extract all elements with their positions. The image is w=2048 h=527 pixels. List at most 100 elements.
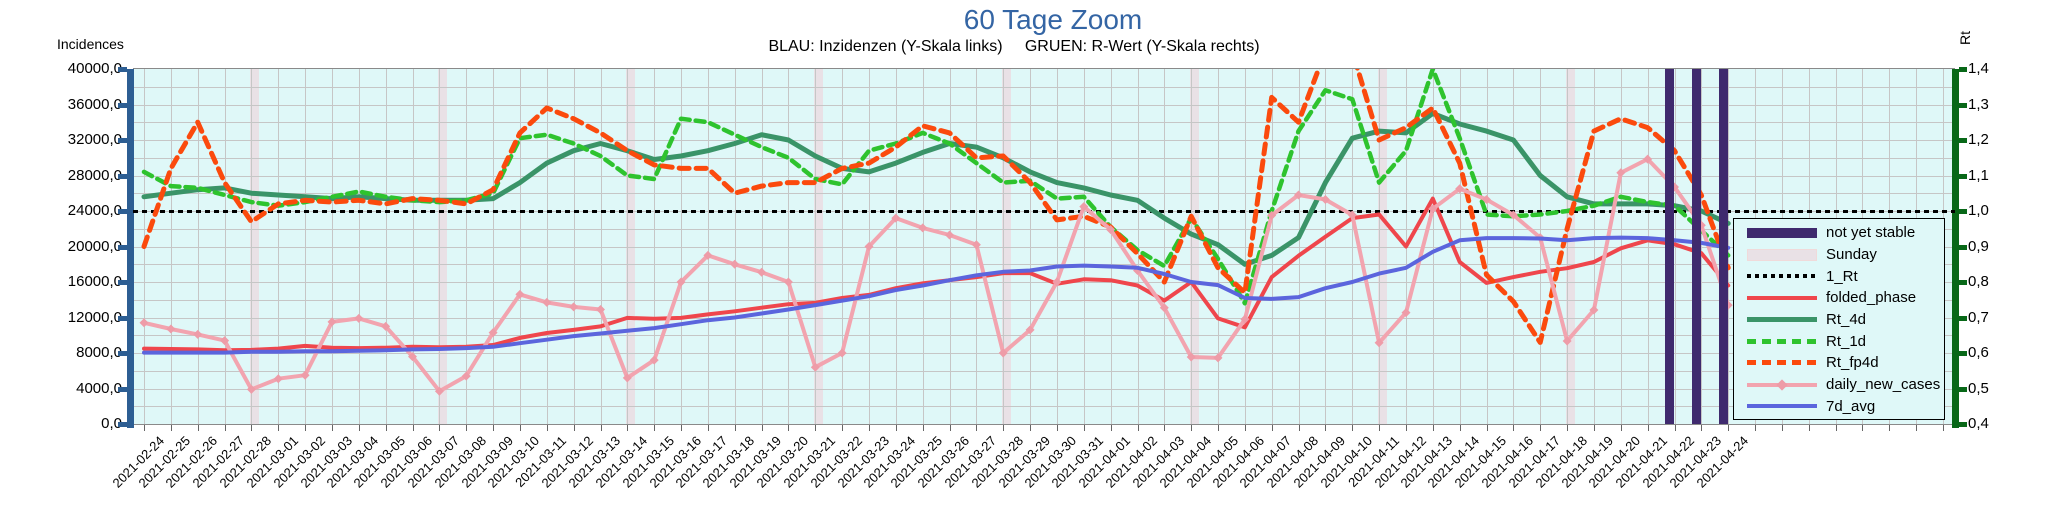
x-axis-tick (1244, 425, 1246, 431)
y-axis-tick-right (1959, 422, 1967, 427)
gridline-horizontal (133, 335, 1955, 337)
chart-title: 60 Tage Zoom (963, 4, 1143, 35)
dotted-line-swatch (1747, 274, 1817, 279)
legend-item-label: Rt_fp4d (1826, 354, 1879, 372)
gridline-vertical (412, 69, 414, 424)
y-axis-tick-left (118, 67, 127, 72)
y-axis-right (1952, 69, 1959, 428)
y-axis-tick-right (1959, 102, 1967, 108)
plot-border-top (133, 68, 1955, 69)
y-axis-tick-right (1959, 386, 1967, 392)
series-Rt_fp4d (141, 69, 1731, 345)
y-axis-tick-label-right: 1,0 (1968, 202, 1989, 219)
y-axis-tick-label-left: 24000,0 (67, 202, 122, 219)
legend-item-label: daily_new_cases (1826, 376, 1941, 394)
x-axis-tick (1593, 425, 1595, 431)
gridline-vertical (734, 69, 736, 424)
x-axis-tick (412, 425, 414, 431)
gridline-horizontal (133, 122, 1955, 124)
not-yet-stable-swatch (1747, 227, 1817, 238)
legend-item-daily-new-cases: daily_new_cases (1734, 374, 1944, 396)
y-axis-tick-label-right: 1,1 (1968, 166, 1989, 184)
gridline-horizontal (133, 370, 1955, 372)
y-axis-tick-label-left: 16000,0 (67, 273, 122, 290)
dashed-line-swatch (1747, 338, 1817, 344)
y-axis-tick-label-left: 12000,0 (67, 308, 122, 326)
x-axis-tick (278, 425, 280, 431)
gridline-vertical (466, 69, 468, 424)
x-axis-tick (1459, 425, 1461, 431)
y-axis-tick-right (1959, 173, 1967, 179)
y-axis-tick-left (118, 386, 127, 392)
y-axis-tick-label-left: 40000,0 (67, 60, 122, 77)
legend-item-label: Rt_1d (1826, 332, 1867, 350)
gridline-vertical (1459, 69, 1461, 424)
legend-swatch (1747, 248, 1817, 261)
legend-item-rt-fp4d: Rt_fp4d (1734, 352, 1944, 374)
x-axis-tick (1030, 425, 1032, 431)
legend-item-label: 7d_avg (1826, 397, 1876, 415)
legend-item-folded-phase: folded_phase (1734, 287, 1944, 309)
gridline-vertical (1647, 69, 1649, 424)
x-axis-tick (1567, 425, 1569, 431)
sunday-swatch (1747, 248, 1817, 261)
gridline-vertical (1056, 69, 1058, 424)
y-axis-tick-label-left: 0,0 (101, 415, 122, 432)
x-axis-tick (1271, 425, 1273, 431)
x-axis-tick (224, 425, 226, 431)
x-axis-tick (976, 425, 978, 431)
x-axis-tick (358, 425, 360, 431)
x-axis-tick (1164, 425, 1166, 431)
dashed-line-swatch (1747, 360, 1817, 366)
legend-item-1-rt: 1_Rt (1734, 265, 1944, 287)
y-axis-tick-label-left: 4000,0 (76, 379, 122, 397)
legend-swatch (1747, 404, 1817, 409)
legend-item-label: Rt_4d (1826, 311, 1867, 329)
legend-item-rt-1d: Rt_1d (1734, 330, 1944, 352)
x-axis-tick (170, 425, 172, 431)
x-axis-tick (519, 425, 521, 431)
x-axis-tick (197, 425, 199, 431)
legend-swatch (1747, 317, 1817, 323)
gridline-vertical (1486, 69, 1488, 424)
legend-item-label: not yet stable (1826, 224, 1916, 242)
series-7d_avg (142, 235, 1731, 355)
gridline-horizontal (133, 353, 1955, 354)
y-axis-tick-right (1959, 209, 1967, 214)
x-axis-tick (1432, 425, 1434, 431)
y-axis-tick-label-right: 0,5 (1968, 379, 1989, 397)
x-axis-tick (1191, 425, 1193, 431)
gridline-vertical (1137, 69, 1139, 424)
x-axis-tick (1540, 425, 1542, 431)
gridline-vertical (1083, 69, 1085, 424)
legend-item-not-yet-stable: not yet stable (1734, 222, 1944, 244)
x-axis-tick (546, 425, 548, 431)
gridline-vertical (1325, 69, 1327, 424)
gridline-vertical (197, 69, 199, 424)
y-axis-title-right: Rt (1957, 31, 1973, 45)
x-axis-tick (144, 425, 145, 431)
x-axis-tick (1325, 425, 1327, 431)
diamond-marker-icon (1776, 378, 1788, 391)
gridline-horizontal (133, 317, 1955, 319)
y-axis-tick-left (118, 351, 127, 356)
y-axis-left (127, 69, 134, 428)
x-axis-tick (1352, 425, 1354, 431)
gridline-vertical (1244, 69, 1246, 424)
x-axis-tick (1298, 425, 1300, 431)
x-axis-tick (734, 425, 736, 431)
x-axis-tick (1943, 425, 1944, 431)
x-axis-tick (815, 425, 817, 431)
x-axis-tick (1620, 425, 1622, 431)
x-axis-tick (654, 425, 656, 431)
x-axis-tick (1083, 425, 1085, 431)
gridline-vertical (1030, 69, 1032, 424)
x-axis-tick (949, 425, 951, 431)
gridline-vertical (1110, 69, 1112, 424)
y-axis-tick-label-left: 32000,0 (67, 131, 122, 148)
y-axis-tick-label-right: 1,2 (1968, 131, 1989, 148)
x-axis-tick (707, 425, 709, 431)
legend-swatch (1747, 295, 1817, 300)
gridline-vertical (627, 69, 629, 424)
x-axis-tick (1056, 425, 1058, 431)
